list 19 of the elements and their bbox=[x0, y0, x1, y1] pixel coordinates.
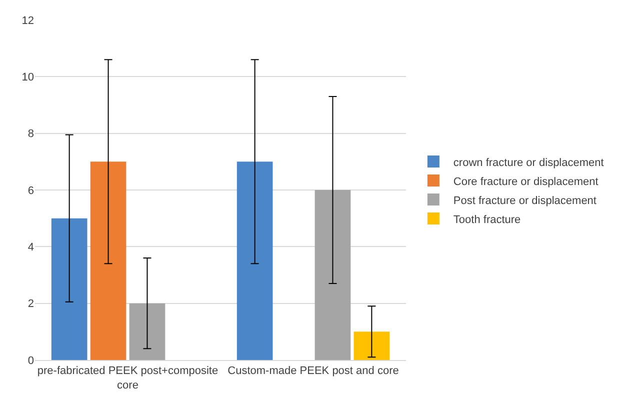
y-tick-label: 2 bbox=[28, 298, 34, 310]
x-tick-label: pre-fabricated PEEK post+composite core bbox=[37, 365, 218, 392]
y-tick-label: 4 bbox=[28, 242, 34, 254]
bar bbox=[51, 218, 88, 360]
legend-label: Post fracture or displacement bbox=[453, 194, 596, 207]
x-tick-label: Custom-made PEEK post and core bbox=[228, 365, 399, 378]
legend-label: Core fracture or displacement bbox=[453, 176, 598, 188]
y-tick-label: 8 bbox=[28, 128, 34, 140]
bar bbox=[236, 162, 273, 360]
legend-label: Tooth fracture bbox=[453, 214, 521, 226]
y-tick-label: 10 bbox=[22, 72, 34, 84]
bar bbox=[354, 332, 390, 360]
bar bbox=[129, 303, 166, 360]
y-tick-label: 6 bbox=[28, 184, 34, 197]
y-tick-label: 0 bbox=[28, 354, 34, 367]
bar bbox=[314, 190, 351, 360]
y-tick-label: 12 bbox=[22, 14, 34, 27]
legend-label: crown fracture or displacement bbox=[453, 156, 604, 169]
bar bbox=[90, 162, 126, 360]
